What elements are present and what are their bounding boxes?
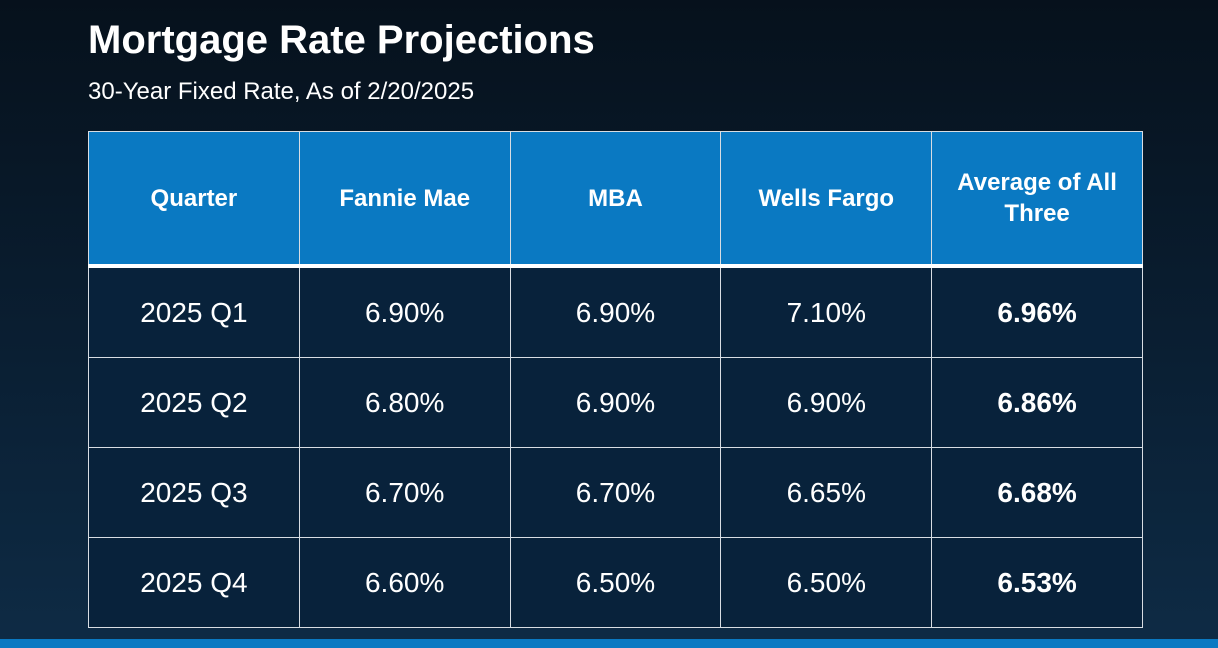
rate-projections-table: Quarter Fannie Mae MBA Wells Fargo Avera… xyxy=(88,131,1143,628)
cell-wells-fargo: 6.90% xyxy=(720,357,933,448)
cell-fannie-mae: 6.80% xyxy=(298,357,511,448)
cell-quarter: 2025 Q2 xyxy=(88,357,300,448)
cell-mba: 6.90% xyxy=(509,265,722,358)
cell-wells-fargo: 6.50% xyxy=(720,537,933,628)
table-row: 2025 Q2 6.80% 6.90% 6.90% 6.86% xyxy=(88,357,1143,448)
header-wells-fargo: Wells Fargo xyxy=(720,131,933,267)
cell-mba: 6.90% xyxy=(509,357,722,448)
cell-average: 6.68% xyxy=(931,447,1143,538)
table-row: 2025 Q4 6.60% 6.50% 6.50% 6.53% xyxy=(88,537,1143,628)
table-row: 2025 Q3 6.70% 6.70% 6.65% 6.68% xyxy=(88,447,1143,538)
header-average: Average of All Three xyxy=(931,131,1143,267)
cell-fannie-mae: 6.90% xyxy=(298,265,511,358)
footer-accent-bar xyxy=(0,639,1218,648)
cell-fannie-mae: 6.70% xyxy=(298,447,511,538)
header-quarter: Quarter xyxy=(88,131,300,267)
header-average-label: Average of All Three xyxy=(957,169,1117,227)
header-mba: MBA xyxy=(509,131,722,267)
cell-average: 6.86% xyxy=(931,357,1143,448)
cell-quarter: 2025 Q4 xyxy=(88,537,300,628)
cell-quarter: 2025 Q3 xyxy=(88,447,300,538)
cell-mba: 6.70% xyxy=(509,447,722,538)
table-row: 2025 Q1 6.90% 6.90% 7.10% 6.96% xyxy=(88,265,1143,358)
page-subtitle: 30-Year Fixed Rate, As of 2/20/2025 xyxy=(88,78,475,105)
cell-quarter: 2025 Q1 xyxy=(88,265,300,358)
cell-average: 6.96% xyxy=(931,265,1143,358)
cell-mba: 6.50% xyxy=(509,537,722,628)
table-header-row: Quarter Fannie Mae MBA Wells Fargo Avera… xyxy=(88,131,1143,267)
cell-wells-fargo: 6.65% xyxy=(720,447,933,538)
page-title: Mortgage Rate Projections xyxy=(88,18,595,62)
header-fannie-mae: Fannie Mae xyxy=(298,131,511,267)
cell-average: 6.53% xyxy=(931,537,1143,628)
cell-fannie-mae: 6.60% xyxy=(298,537,511,628)
cell-wells-fargo: 7.10% xyxy=(720,265,933,358)
